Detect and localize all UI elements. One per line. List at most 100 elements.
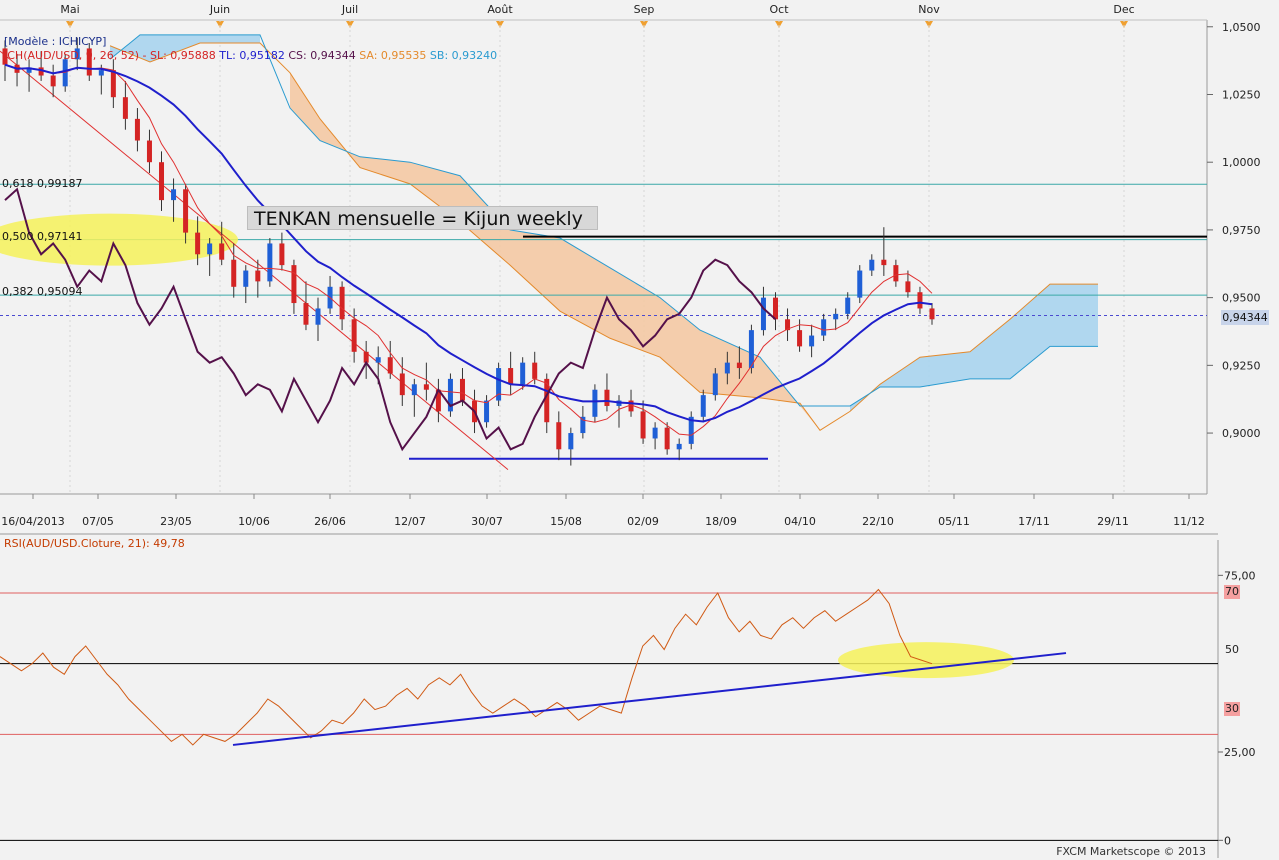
candle-body (74, 48, 80, 60)
rsi-y-tick-label: 75,00 (1224, 569, 1256, 582)
candle-body (640, 411, 646, 439)
candle-body (243, 270, 249, 287)
legend-sl: SL: 0,95888 (149, 49, 216, 62)
rsi-trendline (232, 652, 1067, 746)
legend-cs: CS: 0,94344 (288, 49, 356, 62)
month-label: Mai (60, 3, 79, 16)
candle-body (110, 70, 116, 98)
kijun-line (4, 63, 933, 423)
last-price-tag: 0,94344 (1221, 310, 1269, 325)
candle-body (592, 389, 598, 417)
date-label: 26/06 (314, 515, 346, 528)
candle-body (748, 330, 754, 369)
candle-body (435, 389, 441, 412)
y-tick-label: 1,0250 (1222, 88, 1261, 101)
date-label: 23/05 (160, 515, 192, 528)
candle-body (688, 416, 694, 444)
month-marker (925, 21, 933, 28)
candle-body (881, 259, 887, 266)
date-label: 22/10 (862, 515, 894, 528)
candle-body (556, 422, 562, 450)
candle-body (508, 368, 514, 385)
date-label: 04/10 (784, 515, 816, 528)
candle-body (267, 243, 273, 282)
cloud-segment (850, 284, 1098, 412)
rsi-line (0, 588, 933, 746)
date-label: 07/05 (82, 515, 114, 528)
candle-body (496, 368, 502, 401)
candle-body (809, 335, 815, 347)
price-legend: [Modèle : ICHICYP] ICH(AUD/USD, 9, 26, 5… (4, 35, 497, 63)
candle-body (351, 319, 357, 352)
y-tick-label: 0,9250 (1222, 359, 1261, 372)
date-label: 18/09 (705, 515, 737, 528)
candle-body (785, 319, 791, 331)
fib-label-382: 0,382 0,95094 (2, 285, 83, 298)
date-label: 02/09 (627, 515, 659, 528)
month-marker (1120, 21, 1128, 28)
month-label: Juil (341, 3, 358, 16)
candle-body (736, 362, 742, 369)
candle-body (797, 330, 803, 347)
legend-sb: SB: 0,93240 (429, 49, 498, 62)
month-marker (216, 21, 224, 28)
candle-body (134, 118, 140, 141)
chart-annotation: TENKAN mensuelle = Kijun weekly (247, 206, 598, 230)
fib-label-618: 0,618 0,99187 (2, 177, 83, 190)
month-label: Nov (918, 3, 940, 16)
candle-body (62, 59, 68, 87)
month-marker (66, 21, 74, 28)
fib-label-500: 0,500 0,97141 (2, 230, 83, 243)
date-label: 17/11 (1018, 515, 1050, 528)
candle-body (712, 373, 718, 396)
candle-body (2, 48, 8, 65)
date-label: 10/06 (238, 515, 270, 528)
candle-body (146, 140, 152, 163)
candle-body (363, 351, 369, 363)
candle-body (315, 308, 321, 325)
chikou-line (4, 187, 777, 452)
candle-body (255, 270, 261, 282)
candle-body (86, 48, 92, 76)
rsi-tag-50: 50 (1225, 643, 1239, 656)
candle-body (50, 75, 56, 87)
date-label: 05/11 (938, 515, 970, 528)
candle-body (219, 243, 225, 260)
candle-body (291, 265, 297, 304)
candle-body (772, 297, 778, 320)
candle-body (26, 67, 32, 73)
y-tick-label: 1,0500 (1222, 21, 1261, 34)
candle-body (484, 400, 490, 423)
month-label: Oct (769, 3, 789, 16)
rsi-tag-70: 70 (1224, 585, 1240, 599)
senkou-a-line (109, 42, 1098, 432)
month-label: Sep (634, 3, 655, 16)
candle-body (628, 400, 634, 412)
date-label: 30/07 (471, 515, 503, 528)
date-label: 12/07 (394, 515, 426, 528)
candle-body (580, 416, 586, 434)
month-label: Juin (209, 3, 230, 16)
y-tick-label: 0,9000 (1222, 427, 1261, 440)
candle-body (231, 259, 237, 287)
y-tick-label: 1,0000 (1222, 156, 1261, 169)
candle-body (207, 243, 213, 255)
candle-body (544, 378, 550, 423)
rsi-y-tick-label: 25,00 (1224, 746, 1256, 759)
candle-body (929, 308, 935, 320)
candle-body (760, 297, 766, 331)
candle-body (399, 373, 405, 396)
candle-body (676, 443, 682, 450)
candle-body (520, 362, 526, 385)
y-tick-label: 0,9750 (1222, 224, 1261, 237)
y-tick-label: 0,9500 (1222, 292, 1261, 305)
candle-body (604, 389, 610, 406)
date-label: 15/08 (550, 515, 582, 528)
candle-body (195, 232, 201, 255)
candle-body (869, 259, 875, 271)
cloud-segment (290, 72, 820, 431)
candle-body (375, 357, 381, 363)
candle-body (532, 362, 538, 379)
month-marker (640, 21, 648, 28)
